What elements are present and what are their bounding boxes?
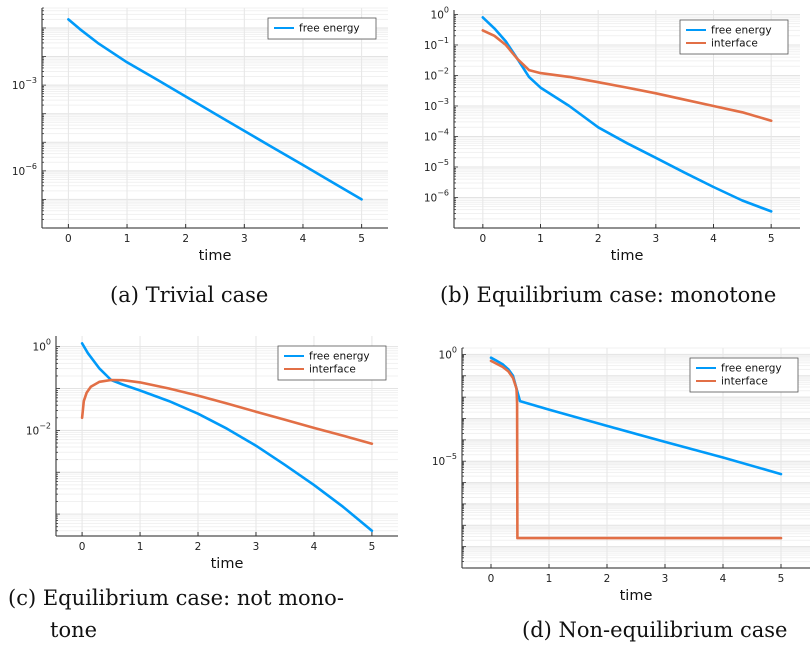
x-tick-label: 5 <box>369 541 376 553</box>
grid <box>56 336 398 537</box>
legend-box <box>689 357 799 393</box>
legend-box <box>679 19 789 55</box>
chart-panel-b: 0 1 2 3 4 5 100 10−1 10−2 10−3 10−4 10−5 10−6 time fre… <box>412 0 812 270</box>
legend-label: free energy <box>721 363 782 375</box>
legend-label: free energy <box>299 23 360 35</box>
legend: free energy <box>267 17 377 40</box>
y-tick-label: 10−3 <box>12 76 37 92</box>
chart-b-plot: 0 1 2 3 4 5 100 10−1 10−2 10−3 10−4 10−5 10−6 time fre… <box>424 5 800 264</box>
x-tick-label: 0 <box>65 233 72 245</box>
series-line <box>489 359 783 540</box>
legend-label: interface <box>309 364 356 376</box>
series-line <box>481 16 773 213</box>
x-tick-label: 2 <box>195 541 202 553</box>
y-tick-label: 10−6 <box>12 162 37 178</box>
x-tick-label: 3 <box>253 541 260 553</box>
y-tick-label: 10−1 <box>424 36 449 52</box>
series-line <box>489 356 783 476</box>
x-tick-label: 3 <box>241 233 248 245</box>
legend-label: interface <box>721 376 768 388</box>
x-tick-label: 0 <box>488 573 495 585</box>
series-line <box>67 18 363 201</box>
series-line <box>80 342 374 533</box>
chart-d-caption: (d) Non-equilibrium case <box>522 618 788 642</box>
y-tick-label: 10−2 <box>424 66 449 82</box>
x-tick-label: 1 <box>137 541 144 553</box>
y-tick-label: 10−5 <box>424 158 449 174</box>
x-tick-label: 5 <box>778 573 785 585</box>
x-tick-label: 2 <box>595 233 602 245</box>
x-tick-label: 0 <box>479 233 486 245</box>
x-tick-label: 4 <box>311 541 318 553</box>
x-tick-label: 1 <box>124 233 131 245</box>
x-tick-label: 3 <box>652 233 659 245</box>
y-tick-label: 100 <box>439 345 457 361</box>
legend-label: free energy <box>309 351 370 363</box>
x-axis-title: time <box>611 248 644 264</box>
series-line <box>80 378 374 445</box>
y-tick-label: 10−5 <box>432 452 457 468</box>
x-tick-label: 5 <box>768 233 775 245</box>
legend-box <box>277 345 387 381</box>
chart-a-plot: 0 1 2 3 4 5 10−3 10−6 time free energy <box>12 7 388 264</box>
chart-b-caption: (b) Equilibrium case: monotone <box>440 283 777 307</box>
legend-box <box>267 17 377 40</box>
x-axis-title: time <box>199 248 232 264</box>
y-tick-label: 10−4 <box>424 127 449 143</box>
x-tick-label: 2 <box>604 573 611 585</box>
legend-label: free energy <box>711 25 772 37</box>
chart-c-caption-line-1: (c) Equilibrium case: not mono- <box>8 586 344 610</box>
x-tick-label: 4 <box>300 233 307 245</box>
x-tick-label: 3 <box>662 573 669 585</box>
x-tick-label: 4 <box>720 573 727 585</box>
grid <box>42 7 388 229</box>
x-tick-label: 5 <box>358 233 365 245</box>
x-tick-label: 4 <box>710 233 717 245</box>
chart-panel-a: 0 1 2 3 4 5 10−3 10−6 time free energy <box>0 0 400 270</box>
y-tick-label: 100 <box>33 338 51 354</box>
series-line <box>481 29 773 122</box>
x-tick-label: 1 <box>537 233 544 245</box>
y-tick-label: 10−3 <box>424 97 449 113</box>
x-axis-title: time <box>620 588 653 604</box>
y-tick-label: 100 <box>431 5 449 21</box>
x-tick-label: 2 <box>182 233 189 245</box>
chart-panel-c: 0 1 2 3 4 5 100 10−2 time free energy interface <box>0 328 400 578</box>
chart-c-caption-line-2: tone <box>50 618 98 642</box>
x-tick-label: 1 <box>546 573 553 585</box>
y-tick-label: 10−2 <box>26 421 51 437</box>
chart-a-caption: (a) Trivial case <box>110 283 269 307</box>
chart-panel-d: 0 1 2 3 4 5 100 10−5 time free energy interface <box>412 340 812 610</box>
legend-label: interface <box>711 38 758 50</box>
grid <box>462 347 810 569</box>
y-tick-label: 10−6 <box>424 188 449 204</box>
x-axis-title: time <box>211 556 244 572</box>
x-tick-label: 0 <box>79 541 86 553</box>
